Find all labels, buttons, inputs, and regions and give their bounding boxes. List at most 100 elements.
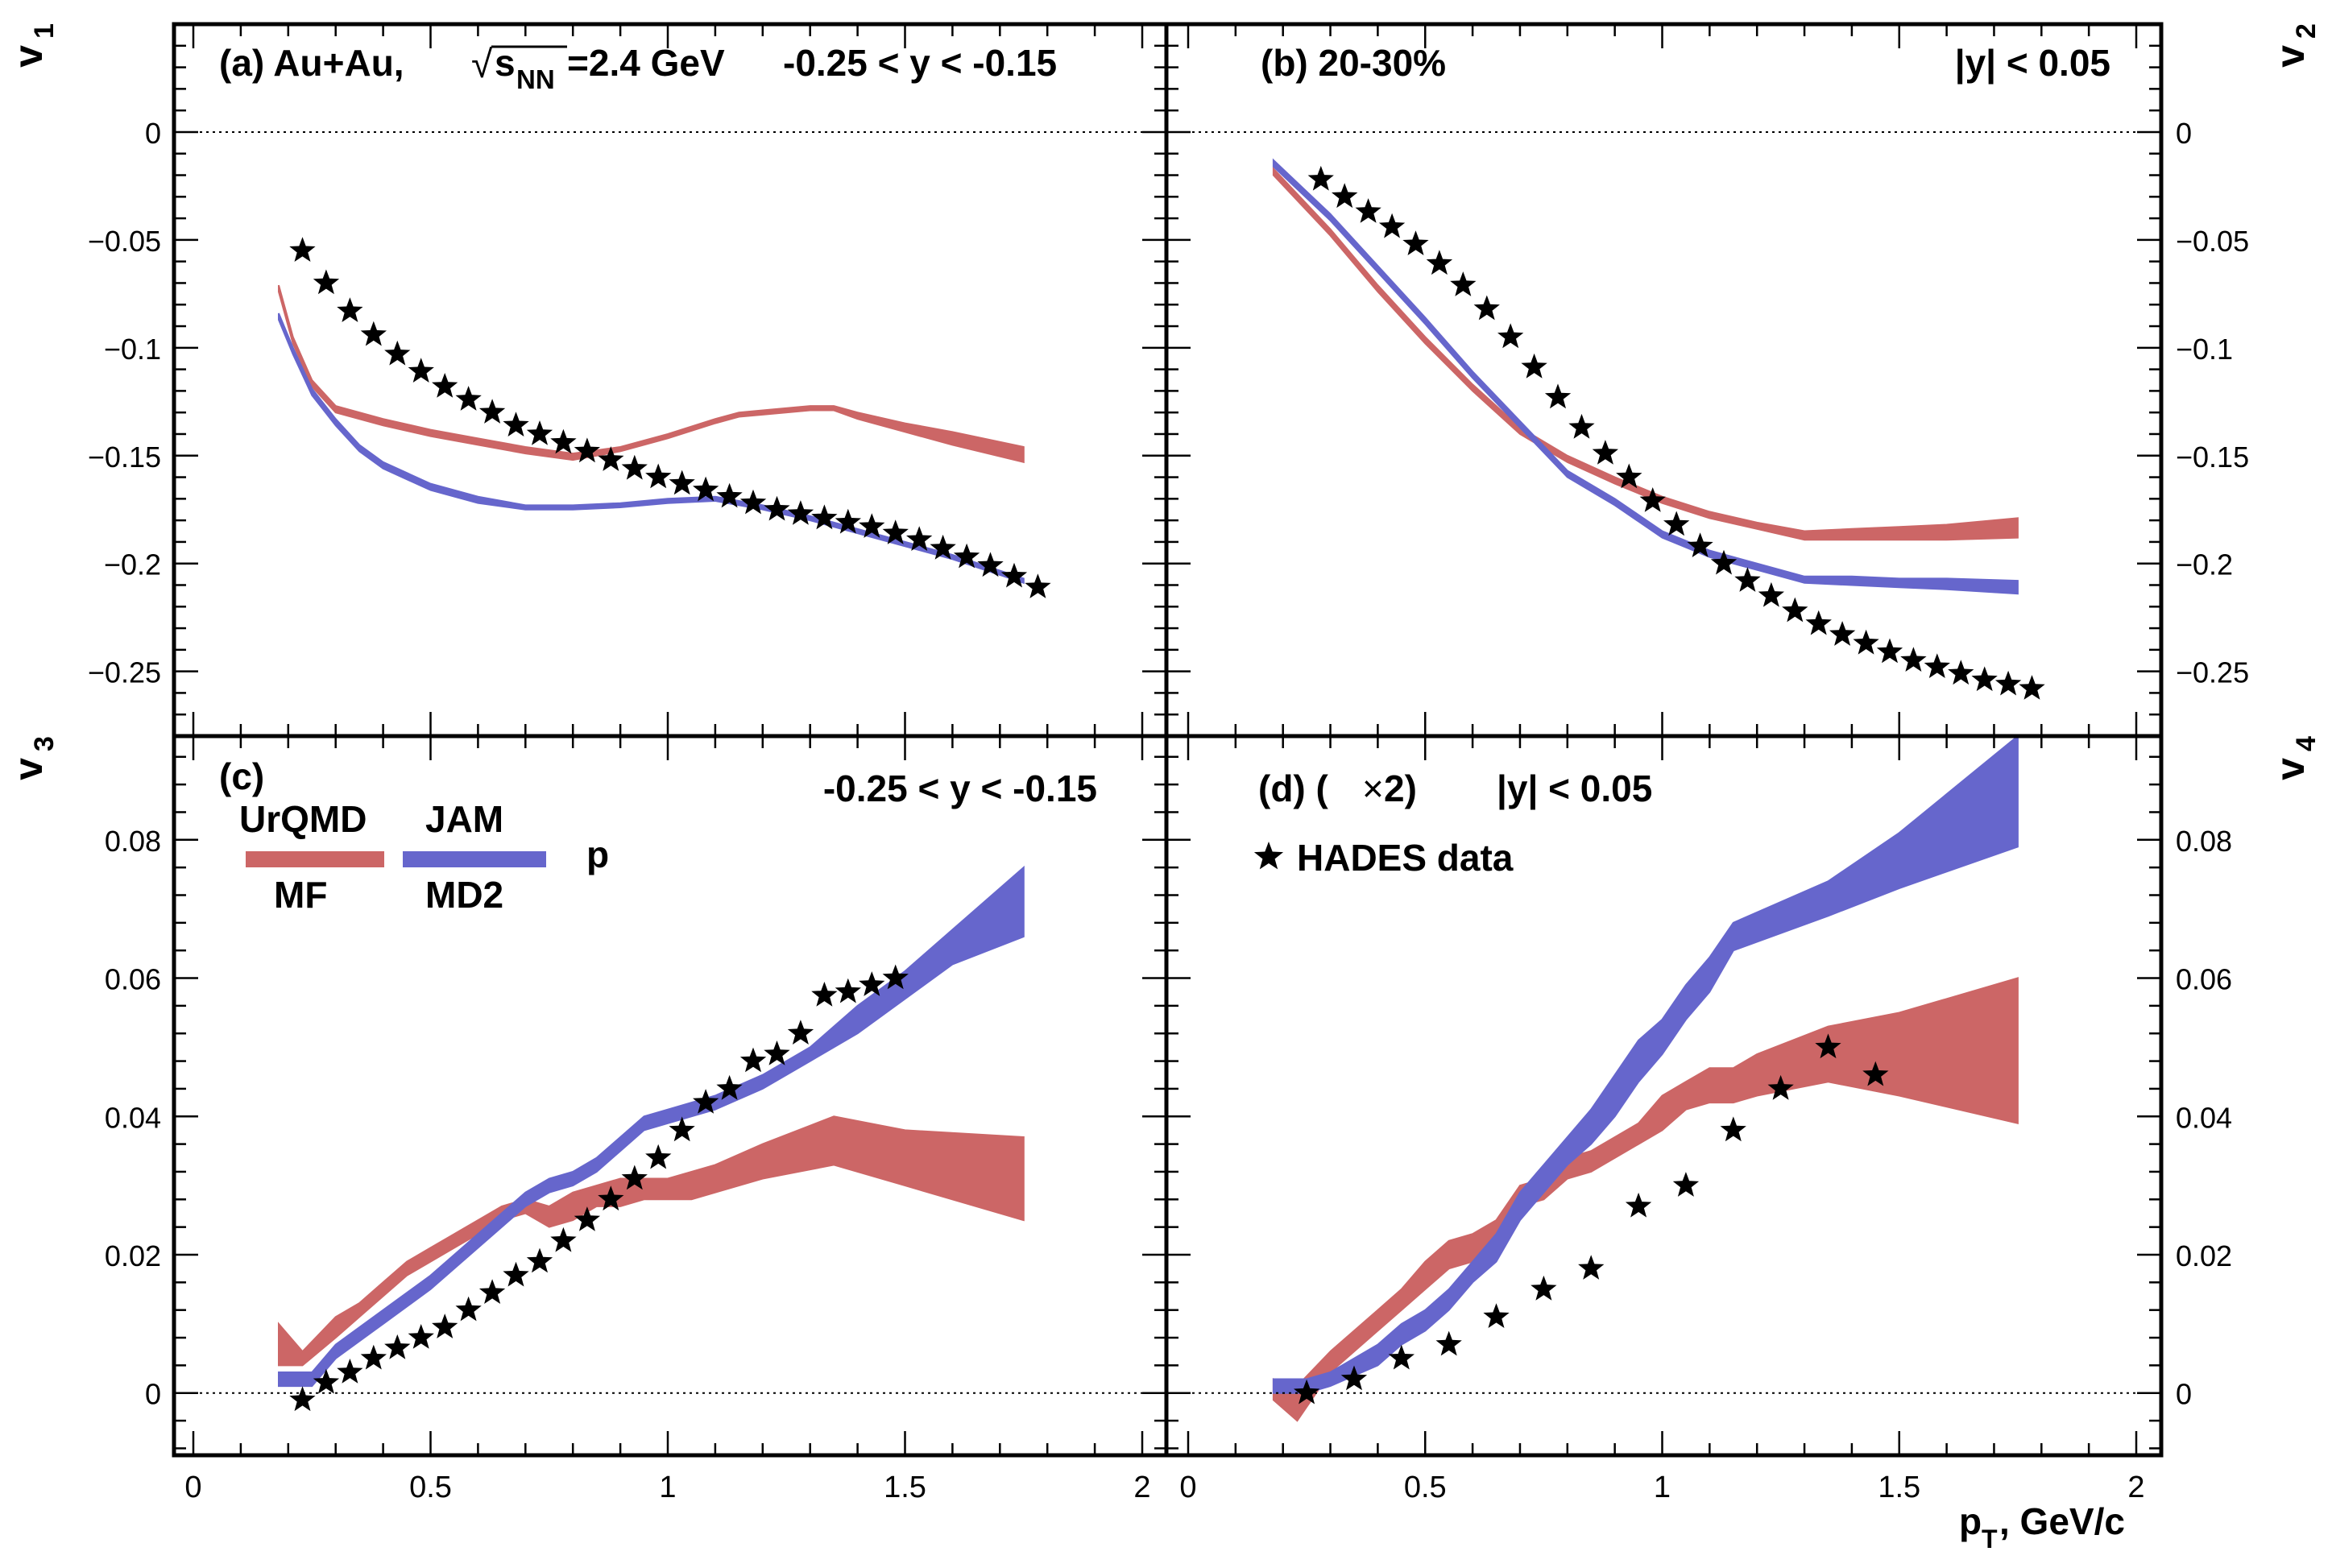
legend-urqmd-label: UrQMD (239, 798, 367, 840)
panel-c-ytick-label: 0.04 (105, 1101, 161, 1134)
panel-a-data-point (574, 437, 600, 463)
panel-c-data-point (859, 971, 885, 996)
panel-a-ytick-label: −0.15 (88, 441, 161, 474)
panel-b-data-point (1426, 250, 1453, 275)
panel-b-data-point (1592, 440, 1618, 465)
panel-b-data-point (1805, 610, 1832, 635)
legend: UrQMD JAM p MF MD2 HADES data (239, 798, 1514, 916)
panel-c-ylabel-sub: 3 (29, 736, 60, 751)
panel-c-data-point (478, 1279, 506, 1304)
panel-c-ylabel-v: v (6, 758, 51, 780)
panel-a-data-point (313, 269, 340, 295)
panel-a-ylabel-v: v (6, 45, 51, 68)
panel-d-xtick-label: 0 (1179, 1471, 1196, 1504)
panel-a-data-point (977, 552, 1004, 577)
panel-a-data-point (384, 340, 411, 366)
panel-b-data-point (1829, 621, 1856, 646)
panel-b-data-point (1355, 198, 1381, 223)
panel-a-data-point (693, 476, 719, 502)
zero-lines-layer (174, 130, 2161, 1394)
panel-c-data-point (289, 1386, 316, 1412)
panel-c-ytick-label: 0 (145, 1378, 161, 1411)
panel-a-title-s: s (495, 42, 516, 84)
panel-d-data-point (1720, 1116, 1746, 1142)
panel-b-data-point (1639, 487, 1666, 512)
panel-d-title-times: × (1362, 767, 1384, 809)
xaxis-label-rest: , GeV/c (1999, 1500, 2125, 1542)
panel-a-title-sub: NN (516, 64, 555, 94)
panel-a-data-point (432, 373, 458, 398)
panel-d-ytick-label: 0.08 (2176, 825, 2232, 858)
panel-c-data-point (716, 1074, 743, 1100)
panel-c-ytick-label: 0.02 (105, 1239, 161, 1272)
panel-a-data-point (764, 495, 790, 521)
panel-d-data-point (1815, 1033, 1841, 1059)
panel-d-data-point (1672, 1172, 1700, 1197)
panel-b-title-right: |y| < 0.05 (1955, 42, 2110, 84)
panel-d-data-point (1578, 1255, 1605, 1280)
panel-a-data-point (1000, 562, 1028, 588)
panel-c-data-point (739, 1047, 767, 1073)
panel-c-data-point (764, 1041, 790, 1065)
panel-c-xtick-label: 0.5 (409, 1471, 452, 1504)
panel-b-data-point (1378, 213, 1406, 238)
panel-a-data-point (930, 534, 956, 560)
panel-b-data-point (1663, 511, 1690, 536)
panel-c-data-point (811, 982, 838, 1007)
panel-c-xtick-label: 1 (659, 1471, 676, 1504)
panel-c-data-point (574, 1206, 600, 1231)
data-markers-layer (289, 165, 2045, 1412)
panel-c-band-urqmd (278, 1115, 1025, 1367)
panel-a-data-point (526, 420, 553, 445)
panel-b-frame (1164, 22, 2164, 738)
panel-c-title-left: (c) (219, 755, 264, 797)
panel-c-data-point (360, 1344, 387, 1370)
legend-data-label: HADES data (1297, 837, 1514, 879)
panel-b-data-point (1924, 653, 1950, 678)
panel-d-ytick-label: 0.02 (2176, 1239, 2232, 1272)
panel-b-data-point (1710, 549, 1738, 575)
panel-d-data-point (1340, 1365, 1368, 1391)
panel-c-xtick-label: 1.5 (884, 1471, 926, 1504)
panel-a-ytick-label: 0 (145, 117, 161, 150)
panel-b-data-point (1948, 660, 1974, 685)
panel-b-data-point (1782, 597, 1808, 623)
panel-a-ylabel: v 1 (6, 23, 60, 68)
panel-d-title-right: |y| < 0.05 (1497, 767, 1652, 809)
panel-b-data-point (1900, 647, 1927, 672)
panel-a-data-point (787, 500, 814, 525)
panel-b-data-point (2019, 675, 2045, 700)
panel-a-data-point (1025, 573, 1051, 598)
panel-a-data-point (669, 470, 695, 495)
panel-a-sqrt-sign: √ (471, 43, 493, 86)
panel-c-data-point (645, 1144, 672, 1169)
panel-a-ytick-label: −0.25 (88, 656, 161, 689)
panel-c-data-point (598, 1185, 624, 1211)
axes-layer: 0 −0.05 −0.1 −0.15 −0.2 −0.25 0 −0.05 −0.1 −0.15 −… (88, 22, 2249, 1504)
panel-c-data-point (337, 1359, 363, 1384)
legend-jam-label: JAM (425, 798, 503, 840)
panel-a-data-point (859, 513, 885, 538)
panel-a-data-point (455, 386, 482, 411)
panel-a-data-point (811, 504, 838, 530)
panel-b-ytick-label: −0.05 (2176, 225, 2249, 258)
panel-d-xtick-label: 1.5 (1878, 1471, 1920, 1504)
panel-d-xtick-label: 2 (2127, 1471, 2144, 1504)
panel-b-data-point (1616, 463, 1642, 489)
panel-b-data-point (1758, 581, 1784, 607)
legend-md2-label: MD2 (425, 874, 503, 916)
panel-c-data-point (882, 964, 909, 990)
panel-d-data-point (1435, 1330, 1462, 1356)
panel-a-data-point (478, 399, 506, 424)
panel-a-ytick-label: −0.1 (104, 333, 161, 366)
panel-a-data-point (408, 358, 434, 383)
panel-c-data-point (621, 1165, 648, 1190)
panel-d-data-point (1294, 1379, 1320, 1405)
panel-c-data-point (313, 1368, 340, 1394)
panel-b-data-point (1473, 295, 1500, 321)
panel-a-title-prefix: (a) Au+Au, (219, 42, 404, 84)
panel-d-band-jam (1272, 734, 2019, 1394)
panel-b-ytick-label: −0.25 (2176, 656, 2249, 689)
panel-a-title-rapidity: -0.25 < y < -0.15 (783, 42, 1057, 84)
panel-a-data-point (503, 412, 529, 436)
